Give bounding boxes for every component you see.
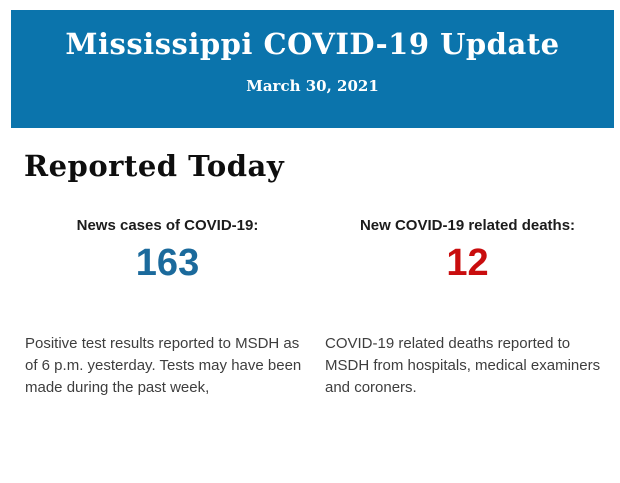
new-cases-description: Positive test results reported to MSDH a… xyxy=(25,335,302,396)
stat-new-cases: News cases of COVID-19: 163 Positive tes… xyxy=(25,217,310,399)
new-cases-label: News cases of COVID-19: xyxy=(76,217,259,234)
stats-grid: News cases of COVID-19: 163 Positive tes… xyxy=(0,217,620,399)
new-deaths-label: New COVID-19 related deaths: xyxy=(359,217,576,234)
new-cases-value: 163 xyxy=(135,242,200,284)
report-date: March 30, 2021 xyxy=(246,77,379,95)
section-title: Reported Today xyxy=(24,149,285,183)
stat-new-deaths: New COVID-19 related deaths: 12 COVID-19… xyxy=(325,217,610,399)
page-title: Mississippi COVID-19 Update xyxy=(65,27,560,61)
new-deaths-value: 12 xyxy=(446,242,489,284)
header-banner: Mississippi COVID-19 Update March 30, 20… xyxy=(11,10,614,128)
new-deaths-description: COVID-19 related deaths reported to MSDH… xyxy=(325,335,601,396)
